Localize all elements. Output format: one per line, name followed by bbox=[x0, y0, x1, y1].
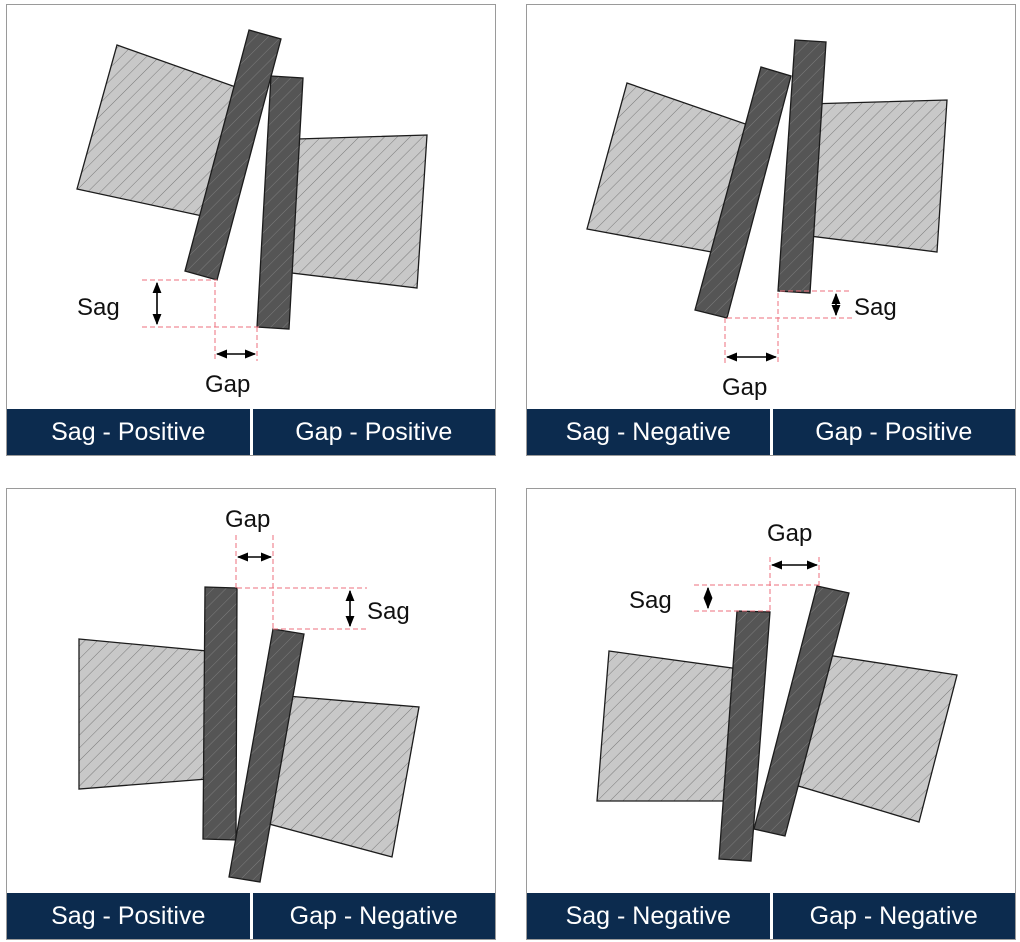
right-blade bbox=[256, 75, 304, 330]
gap-label: Gap bbox=[205, 371, 250, 398]
panel-3-diagram: Gap Sag bbox=[78, 506, 420, 883]
panel-4-diagram: Sag Gap bbox=[596, 520, 958, 862]
gap-caption: Gap - Negative bbox=[809, 901, 978, 930]
right-blade bbox=[228, 628, 305, 883]
panel-1-diagram: Sag Gap bbox=[76, 29, 428, 398]
gap-caption: Gap - Negative bbox=[289, 901, 458, 930]
gap-label: Gap bbox=[767, 520, 812, 547]
sag-label: Sag bbox=[854, 294, 897, 321]
sag-label: Sag bbox=[629, 587, 672, 614]
right-block bbox=[801, 99, 948, 253]
right-block bbox=[291, 134, 428, 289]
caption-bar: Sag - Positive Gap - Negative bbox=[7, 893, 495, 939]
caption-bar: Sag - Negative Gap - Positive bbox=[527, 409, 1015, 455]
left-blade bbox=[202, 586, 238, 841]
sag-caption: Sag - Positive bbox=[7, 409, 253, 455]
panel-sag-positive-gap-negative: Gap Sag Sag - Positive Gap - Negative bbox=[6, 488, 496, 940]
right-blade bbox=[777, 39, 827, 294]
left-blade bbox=[718, 610, 771, 862]
gap-label: Gap bbox=[722, 374, 767, 401]
sag-label: Sag bbox=[77, 294, 120, 321]
sag-caption: Sag - Negative bbox=[527, 409, 773, 455]
sag-caption: Sag - Positive bbox=[7, 893, 253, 939]
caption-bar: Sag - Negative Gap - Negative bbox=[527, 893, 1015, 939]
panel-sag-positive-gap-positive: Sag Gap Sag - Positive Gap - Positive bbox=[6, 4, 496, 456]
sag-caption: Sag - Negative bbox=[527, 893, 773, 939]
left-block bbox=[596, 650, 740, 802]
panel-sag-negative-gap-positive: Sag Gap Sag - Negative Gap - Positive bbox=[526, 4, 1016, 456]
left-block bbox=[78, 638, 208, 790]
panel-sag-negative-gap-negative: Sag Gap Sag - Negative Gap - Negative bbox=[526, 488, 1016, 940]
gap-caption: Gap - Positive bbox=[815, 417, 973, 446]
gap-label: Gap bbox=[225, 506, 270, 533]
caption-bar: Sag - Positive Gap - Positive bbox=[7, 409, 495, 455]
panel-2-diagram: Sag Gap bbox=[586, 39, 948, 401]
right-blade bbox=[753, 585, 850, 837]
sag-label: Sag bbox=[367, 598, 410, 625]
right-block bbox=[268, 695, 420, 858]
gap-caption: Gap - Positive bbox=[295, 417, 453, 446]
